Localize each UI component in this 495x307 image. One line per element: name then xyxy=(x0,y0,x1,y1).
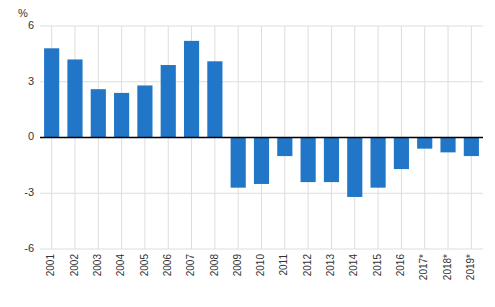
x-tick-label: 2002 xyxy=(69,254,80,277)
x-tick-label: 2010 xyxy=(255,254,266,277)
bar xyxy=(114,93,129,138)
bar xyxy=(371,138,386,188)
x-tick-label: 2006 xyxy=(162,254,173,277)
bar xyxy=(161,65,176,137)
x-tick-label: 2005 xyxy=(139,254,150,277)
x-tick-label: 2015 xyxy=(372,254,383,277)
zero-line xyxy=(40,137,483,139)
x-tick-label: 2016 xyxy=(395,254,406,277)
bar xyxy=(277,138,292,157)
x-tick-label: 2003 xyxy=(92,254,103,277)
bar xyxy=(301,138,316,183)
x-tick-label: 2004 xyxy=(115,254,126,277)
x-tick-label: 2018* xyxy=(442,254,453,280)
bar xyxy=(324,138,339,183)
bar xyxy=(207,61,222,137)
x-tick-label: 2019* xyxy=(465,254,476,280)
grid xyxy=(40,26,483,249)
bar xyxy=(254,138,269,184)
page: {"chart_data": {"type": "bar", "ylabel":… xyxy=(0,0,495,307)
x-tick-label: 2017* xyxy=(418,254,429,280)
chart-container: -6 -3 0 3 6 2001 2002 2003 2004 2005 2006 2007 2008 2… xyxy=(0,0,495,307)
x-tick-label: 2009 xyxy=(232,254,243,277)
bar xyxy=(137,85,152,137)
y-axis-label: % xyxy=(18,7,28,19)
x-tick-label: 2008 xyxy=(209,254,220,277)
y-grid-line xyxy=(40,137,483,138)
bar xyxy=(464,138,479,157)
x-tick-label: 2012 xyxy=(302,254,313,277)
bar xyxy=(231,138,246,188)
bar xyxy=(67,59,82,137)
x-tick-label: 2011 xyxy=(278,254,289,276)
bar xyxy=(44,48,59,137)
bar xyxy=(394,138,409,170)
chart-svg: -6 -3 0 3 6 2001 2002 2003 2004 2005 2006 2007 2008 2… xyxy=(0,0,495,307)
bars xyxy=(44,41,479,197)
y-tick-label: 3 xyxy=(28,75,34,87)
axes: -6 -3 0 3 6 2001 2002 2003 2004 2005 2006 2007 2008 2… xyxy=(24,19,476,280)
y-tick-label: -3 xyxy=(24,186,34,198)
bar xyxy=(91,89,106,137)
y-tick-label: 6 xyxy=(28,19,34,31)
x-tick-label: 2013 xyxy=(325,254,336,277)
bar xyxy=(347,138,362,197)
x-tick-label: 2001 xyxy=(45,254,56,277)
bar xyxy=(440,138,455,153)
y-tick-label: 0 xyxy=(28,130,34,142)
x-tick-label: 2014 xyxy=(348,254,359,277)
bar xyxy=(184,41,199,138)
y-tick-label: -6 xyxy=(24,242,34,254)
bar xyxy=(417,138,432,149)
x-tick-label: 2007 xyxy=(185,254,196,277)
